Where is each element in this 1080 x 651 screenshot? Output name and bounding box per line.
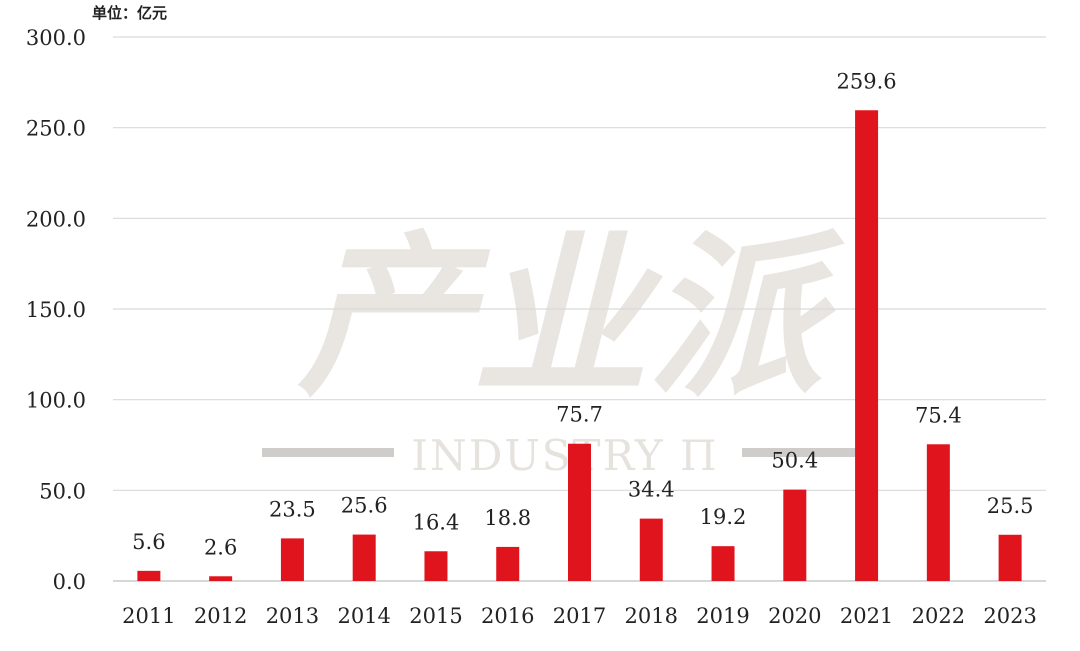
- x-tick-label: 2020: [768, 604, 821, 628]
- x-tick-label: 2014: [337, 604, 390, 628]
- x-tick-label: 2012: [194, 604, 247, 628]
- y-tick-label: 200.0: [26, 207, 86, 231]
- x-tick-label: 2022: [912, 604, 965, 628]
- data-labels: 5.6 2.6 23.5 25.6 16.4 18.8 75.7 34.4 19.2 50.4 25…: [132, 69, 1033, 559]
- y-tick-label: 250.0: [26, 117, 86, 141]
- y-tick-label: 0.0: [53, 570, 86, 594]
- bar: [568, 443, 591, 581]
- bar: [352, 534, 376, 581]
- x-tick-label: 2013: [266, 604, 319, 628]
- data-label: 34.4: [628, 478, 675, 502]
- watermark-line-left: [262, 448, 394, 457]
- watermark-line-right: [742, 448, 874, 457]
- x-tick-label: 2019: [696, 604, 749, 628]
- y-axis-ticks: 0.0 50.0 100.0 150.0 200.0 250.0 300.0: [26, 26, 86, 594]
- bar: [496, 546, 520, 581]
- x-tick-label: 2017: [553, 604, 606, 628]
- bars: [137, 110, 1022, 581]
- x-tick-label: 2011: [122, 604, 175, 628]
- y-tick-label: 150.0: [26, 298, 86, 322]
- data-label: 2.6: [204, 535, 237, 559]
- data-label: 19.2: [700, 505, 747, 529]
- grid-lines: [113, 36, 1046, 582]
- bar: [137, 570, 161, 581]
- bar: [639, 518, 663, 581]
- x-axis-ticks: 2011 2012 2013 2014 2015 2016 2017 2018 2019 2020…: [122, 604, 1037, 628]
- bar: [998, 534, 1022, 581]
- watermark-main-text: 产业派: [298, 217, 846, 420]
- y-tick-label: 300.0: [26, 26, 86, 50]
- data-label: 50.4: [771, 449, 818, 473]
- data-label: 5.6: [132, 530, 165, 554]
- unit-label: 单位：亿元: [92, 4, 167, 22]
- bar: [424, 551, 448, 581]
- x-tick-label: 2016: [481, 604, 534, 628]
- x-tick-label: 2018: [625, 604, 678, 628]
- data-label: 259.6: [837, 69, 897, 93]
- data-label: 25.5: [987, 494, 1034, 518]
- bar: [783, 489, 807, 581]
- bar: [926, 444, 950, 581]
- data-label: 75.7: [556, 403, 603, 427]
- bar: [855, 110, 879, 581]
- bar: [280, 538, 304, 581]
- y-tick-label: 100.0: [26, 389, 86, 413]
- data-label: 18.8: [484, 506, 531, 530]
- x-tick-label: 2015: [409, 604, 462, 628]
- y-tick-label: 50.0: [39, 479, 86, 503]
- data-label: 23.5: [269, 497, 316, 521]
- watermark: 产业派 INDUSTRY Π: [262, 217, 874, 480]
- x-tick-label: 2023: [983, 604, 1036, 628]
- bar: [209, 576, 233, 581]
- data-label: 25.6: [341, 494, 388, 518]
- bar: [711, 546, 735, 581]
- x-tick-label: 2021: [840, 604, 893, 628]
- watermark-sub-text: INDUSTRY Π: [411, 431, 718, 480]
- data-label: 16.4: [413, 510, 460, 534]
- data-label: 75.4: [915, 403, 962, 427]
